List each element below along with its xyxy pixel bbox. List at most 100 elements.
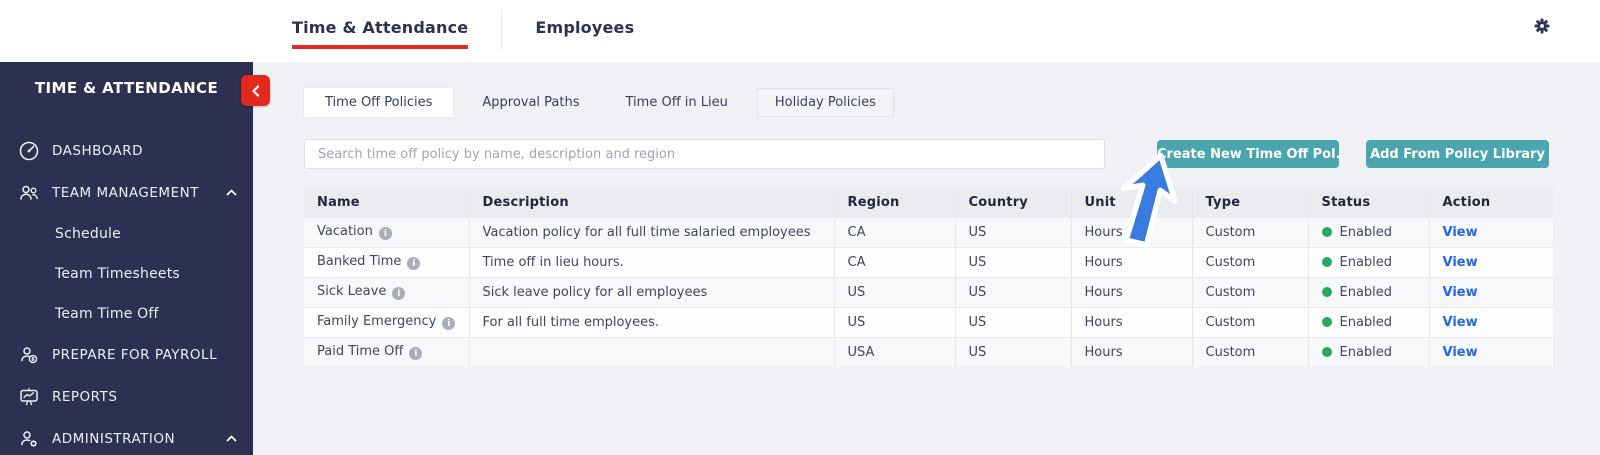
info-icon[interactable]: i — [407, 257, 421, 271]
admin-icon — [21, 431, 38, 448]
status-enabled-dot — [1321, 287, 1332, 297]
sidebar-item-team-management[interactable]: TEAM MANAGEMENT — [0, 172, 253, 214]
policy-unit: Hours — [1070, 247, 1192, 277]
table-row: Sick Leave i Sick leave policy for all em… — [304, 277, 1553, 307]
policy-region: CA — [833, 217, 955, 247]
dashboard-icon — [19, 141, 39, 161]
gear-icon[interactable] — [1533, 17, 1551, 35]
status-enabled-dot — [1321, 347, 1332, 357]
policy-type: Custom — [1191, 247, 1308, 277]
create-new-time-off-policy-button[interactable]: Create New Time Off Pol... — [1157, 140, 1339, 168]
column-header-country: Country — [954, 189, 1071, 217]
chevron-left-icon — [251, 84, 259, 97]
policy-country: US — [954, 337, 1071, 367]
info-icon[interactable]: i — [378, 227, 392, 241]
info-icon[interactable]: i — [392, 287, 406, 301]
sidebar-item-prepare-for-payroll[interactable]: PREPARE FOR PAYROLL — [0, 334, 253, 376]
sidebar-item-reports[interactable]: REPORTS — [0, 376, 253, 418]
policy-type: Custom — [1191, 217, 1308, 247]
tab-time-off-in-lieu[interactable]: Time Off in Lieu — [625, 95, 728, 110]
sidebar-item-label: REPORTS — [52, 389, 118, 405]
column-header-description: Description — [468, 189, 834, 217]
tab-approval-paths[interactable]: Approval Paths — [482, 95, 580, 110]
column-header-action: Action — [1428, 189, 1553, 217]
policy-description — [468, 337, 834, 367]
sidebar-item-label: DASHBOARD — [52, 143, 144, 159]
table-row: Paid Time Off i USA US Hours Custom Enabl… — [304, 337, 1553, 367]
sidebar-item-administration[interactable]: ADMINISTRATION — [0, 418, 253, 455]
sidebar-title: TIME & ATTENDANCE — [34, 79, 219, 97]
status-enabled-dot — [1321, 317, 1332, 327]
tab-time-and-attendance[interactable]: Time & Attendance — [292, 18, 469, 49]
policy-description: For all full time employees. — [468, 307, 834, 337]
status-badge: Enabled — [1339, 254, 1393, 270]
info-icon[interactable]: i — [409, 347, 423, 361]
sidebar-item-schedule[interactable]: Schedule — [55, 226, 121, 242]
policy-name: Family Emergency — [317, 313, 437, 329]
sidebar-item-label: ADMINISTRATION — [52, 431, 176, 447]
table-row: Family Emergency i For all full time empl… — [304, 307, 1553, 337]
sidebar-item-dashboard[interactable]: DASHBOARD — [0, 130, 253, 172]
column-header-name: Name — [304, 189, 469, 217]
policy-region: CA — [833, 247, 955, 277]
policy-unit: Hours — [1070, 307, 1192, 337]
view-link[interactable]: View — [1442, 284, 1478, 300]
column-header-status: Status — [1307, 189, 1429, 217]
policy-country: US — [954, 217, 1071, 247]
policy-region: US — [833, 307, 955, 337]
view-link[interactable]: View — [1442, 344, 1478, 360]
policy-description: Sick leave policy for all employees — [468, 277, 834, 307]
view-link[interactable]: View — [1442, 314, 1478, 330]
team-icon — [20, 185, 38, 200]
top-bar: Time & Attendance Employees — [0, 0, 1600, 62]
column-header-type: Type — [1191, 189, 1308, 217]
payroll-icon — [21, 347, 38, 364]
status-enabled-dot — [1321, 227, 1332, 237]
top-tab-bar: Time & Attendance Employees — [292, 0, 634, 49]
sidebar: TIME & ATTENDANCE DASHBOARD TEAM MANAGEM… — [0, 62, 270, 455]
policy-name: Sick Leave — [317, 283, 387, 299]
sidebar-collapse-button[interactable] — [241, 75, 270, 106]
policy-country: US — [954, 277, 1071, 307]
table-row: Banked Time i Time off in lieu hours. CA … — [304, 247, 1553, 277]
view-link[interactable]: View — [1442, 254, 1478, 270]
chevron-up-icon — [226, 435, 237, 442]
sidebar-item-team-timesheets[interactable]: Team Timesheets — [55, 266, 180, 282]
tab-holiday-policies[interactable]: Holiday Policies — [756, 88, 894, 117]
column-header-region: Region — [833, 189, 955, 217]
sidebar-item-team-time-off[interactable]: Team Time Off — [55, 306, 159, 322]
policy-country: US — [954, 307, 1071, 337]
policy-name: Vacation — [317, 223, 373, 239]
status-badge: Enabled — [1339, 314, 1393, 330]
policy-description: Vacation policy for all full time salari… — [468, 217, 834, 247]
policy-name: Paid Time Off — [317, 343, 404, 359]
sidebar-nav: DASHBOARD TEAM MANAGEMENT Schedule Team … — [0, 130, 253, 455]
policy-description: Time off in lieu hours. — [468, 247, 834, 277]
sidebar-item-label: PREPARE FOR PAYROLL — [52, 347, 218, 363]
search-and-actions-row: Create New Time Off Pol... Add From Poli… — [304, 139, 1553, 169]
view-link[interactable]: View — [1442, 224, 1478, 240]
time-off-policies-table: Name Description Region Country Unit Typ… — [304, 189, 1553, 367]
add-from-policy-library-button[interactable]: Add From Policy Library — [1366, 140, 1549, 168]
tab-time-off-policies[interactable]: Time Off Policies — [304, 88, 454, 117]
sidebar-item-label: TEAM MANAGEMENT — [52, 185, 199, 201]
search-input[interactable] — [304, 139, 1105, 169]
policy-unit: Hours — [1070, 217, 1192, 247]
policy-country: US — [954, 247, 1071, 277]
chevron-up-icon — [226, 189, 237, 196]
table-row: Vacation i Vacation policy for all full t… — [304, 217, 1553, 247]
info-icon[interactable]: i — [442, 317, 456, 331]
status-enabled-dot — [1321, 257, 1332, 267]
reports-icon — [20, 388, 38, 406]
policy-name: Banked Time — [317, 253, 402, 269]
policy-unit: Hours — [1070, 277, 1192, 307]
policy-region: USA — [833, 337, 955, 367]
policy-type: Custom — [1191, 307, 1308, 337]
tab-employees[interactable]: Employees — [535, 18, 635, 37]
policy-type: Custom — [1191, 337, 1308, 367]
policy-tab-bar: Time Off Policies Approval Paths Time Of… — [304, 88, 1553, 117]
status-badge: Enabled — [1339, 224, 1393, 240]
policy-type: Custom — [1191, 277, 1308, 307]
status-badge: Enabled — [1339, 284, 1393, 300]
main-content: Time Off Policies Approval Paths Time Of… — [253, 62, 1600, 455]
